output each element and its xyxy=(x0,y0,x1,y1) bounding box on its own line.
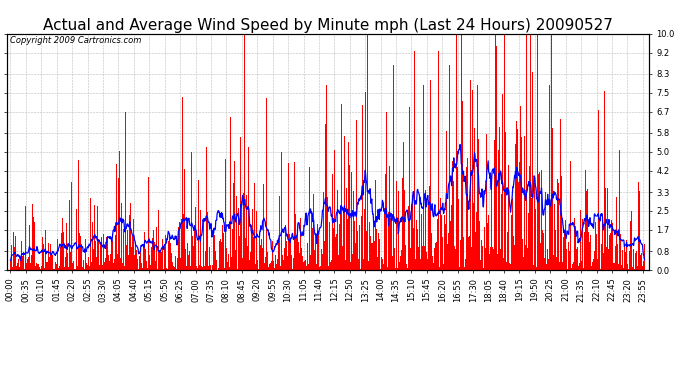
Title: Actual and Average Wind Speed by Minute mph (Last 24 Hours) 20090527: Actual and Average Wind Speed by Minute … xyxy=(43,18,613,33)
Text: Copyright 2009 Cartronics.com: Copyright 2009 Cartronics.com xyxy=(10,36,141,45)
